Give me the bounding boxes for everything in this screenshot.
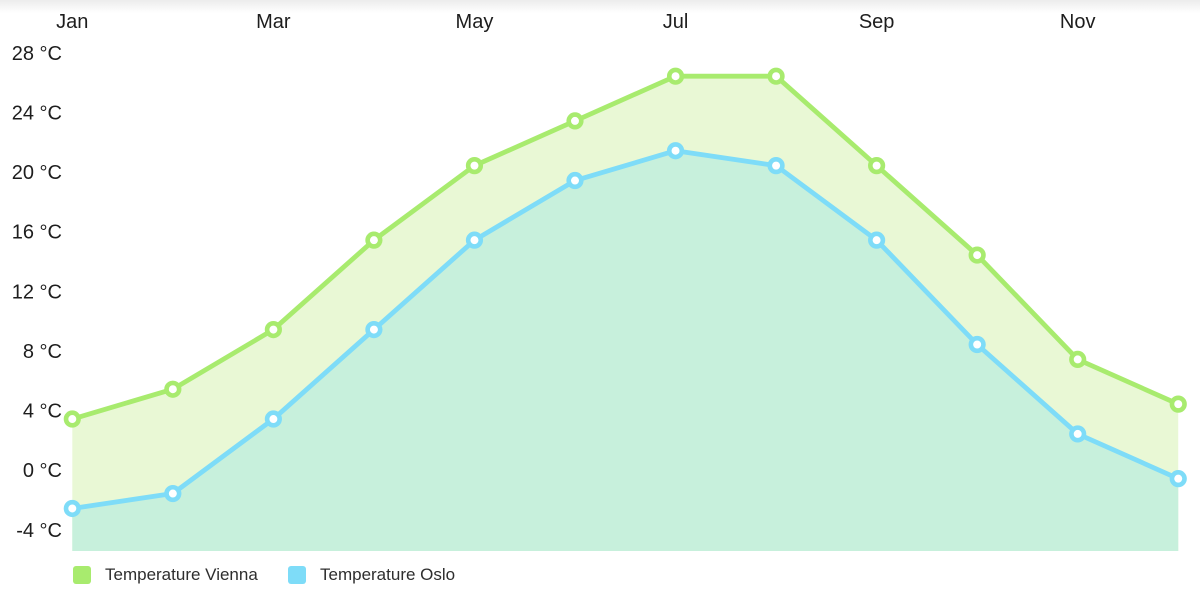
legend-swatch-vienna [73, 566, 91, 584]
legend-item-oslo[interactable]: Temperature Oslo [288, 566, 455, 584]
y-axis-tick-label: -4 °C [16, 520, 62, 542]
marker-oslo-mar[interactable] [264, 410, 282, 428]
marker-vienna-feb[interactable] [164, 380, 182, 398]
marker-oslo-may[interactable] [465, 231, 484, 249]
y-axis-tick-label: 28 °C [12, 43, 62, 65]
marker-oslo-jul[interactable] [666, 142, 685, 160]
x-axis-month-label: Nov [1060, 11, 1096, 33]
x-axis-month-label: May [456, 11, 494, 33]
y-axis-tick-label: 24 °C [12, 102, 62, 124]
marker-vienna-mar[interactable] [264, 320, 282, 339]
legend-item-vienna[interactable]: Temperature Vienna [73, 566, 258, 584]
y-axis-tick-label: 12 °C [12, 281, 62, 303]
marker-vienna-oct[interactable] [968, 246, 986, 264]
marker-oslo-nov[interactable] [1069, 425, 1087, 443]
y-axis-tick-label: 4 °C [23, 401, 62, 423]
area-oslo [72, 150, 1179, 551]
legend-label-oslo: Temperature Oslo [320, 565, 456, 584]
marker-oslo-apr[interactable] [365, 320, 383, 339]
marker-oslo-jun[interactable] [566, 171, 584, 190]
line-vienna [69, 73, 1181, 422]
x-axis-month-label: Mar [256, 11, 291, 33]
x-axis-month-label: Sep [859, 11, 895, 33]
marker-oslo-aug[interactable] [767, 157, 785, 175]
marker-oslo-jan[interactable] [63, 499, 81, 518]
line-oslo [69, 148, 1181, 511]
x-axis-month-label: Jul [663, 11, 689, 33]
marker-oslo-feb[interactable] [164, 484, 182, 503]
x-axis-month-label: Jan [56, 11, 88, 33]
marker-vienna-jul[interactable] [666, 67, 685, 85]
marker-vienna-jun[interactable] [566, 112, 584, 130]
marker-oslo-dec[interactable] [1169, 470, 1187, 488]
marker-oslo-sep[interactable] [868, 231, 886, 249]
marker-vienna-may[interactable] [465, 157, 484, 175]
y-axis-tick-label: 0 °C [23, 460, 62, 482]
marker-vienna-sep[interactable] [868, 157, 886, 175]
marker-vienna-aug[interactable] [767, 67, 785, 85]
y-axis-tick-label: 20 °C [12, 162, 62, 184]
y-axis-tick-label: 8 °C [23, 341, 62, 363]
marker-vienna-jan[interactable] [63, 410, 81, 428]
y-axis-tick-label: 16 °C [12, 222, 62, 244]
legend-swatch-oslo [288, 566, 306, 584]
legend-label-vienna: Temperature Vienna [105, 565, 258, 584]
marker-vienna-dec[interactable] [1169, 395, 1187, 413]
marker-oslo-oct[interactable] [968, 335, 986, 354]
marker-vienna-apr[interactable] [365, 231, 383, 249]
legend: Temperature Vienna Temperature Oslo [0, 566, 1200, 586]
marker-vienna-nov[interactable] [1069, 350, 1087, 369]
